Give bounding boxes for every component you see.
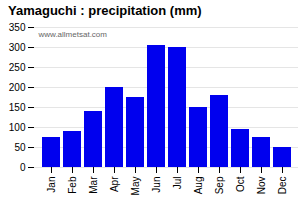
svg-text:Jun: Jun — [151, 177, 162, 193]
svg-text:Feb: Feb — [67, 176, 78, 194]
svg-text:Mar: Mar — [88, 176, 99, 194]
svg-text:May: May — [130, 177, 141, 196]
svg-text:Nov: Nov — [256, 177, 267, 195]
svg-text:350: 350 — [9, 22, 26, 33]
svg-text:www.allmetsat.com: www.allmetsat.com — [38, 30, 108, 39]
svg-text:0: 0 — [20, 162, 26, 173]
svg-text:Oct: Oct — [235, 176, 246, 192]
svg-text:100: 100 — [9, 122, 26, 133]
svg-text:Sep: Sep — [214, 176, 225, 194]
svg-text:250: 250 — [9, 62, 26, 73]
svg-text:Dec: Dec — [277, 177, 288, 195]
html-text:Yamaguchi : precipitation (mm): Yamaguchi : precipitation (mm) — [8, 3, 202, 18]
svg-text:Aug: Aug — [193, 177, 204, 195]
svg-text:Jul: Jul — [172, 177, 183, 190]
svg-text:300: 300 — [9, 42, 26, 53]
svg-text:200: 200 — [9, 82, 26, 93]
svg-text:150: 150 — [9, 102, 26, 113]
svg-text:50: 50 — [14, 142, 26, 153]
svg-text:Jan: Jan — [46, 177, 57, 193]
svg-text:Apr: Apr — [109, 176, 120, 192]
